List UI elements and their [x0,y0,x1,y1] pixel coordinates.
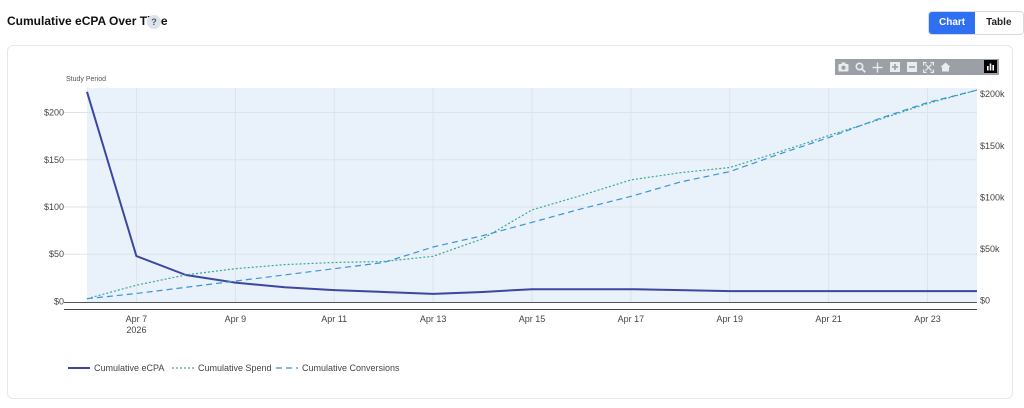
table-view-button[interactable]: Table [975,12,1023,34]
help-icon[interactable]: ? [147,15,161,29]
camera-icon[interactable] [835,59,852,75]
reset-axes-icon[interactable] [937,59,954,75]
chart-modebar [835,59,999,75]
plotly-logo-icon[interactable] [984,60,997,73]
autoscale-icon[interactable] [920,59,937,75]
chart-card [7,45,1013,399]
zoom-out-icon[interactable] [903,59,920,75]
pan-icon[interactable] [869,59,886,75]
zoom-in-icon[interactable] [886,59,903,75]
page-title: Cumulative eCPA Over Time [7,14,168,28]
zoom-icon[interactable] [852,59,869,75]
view-toggle: Chart Table [928,11,1024,35]
chart-view-button[interactable]: Chart [929,12,976,34]
